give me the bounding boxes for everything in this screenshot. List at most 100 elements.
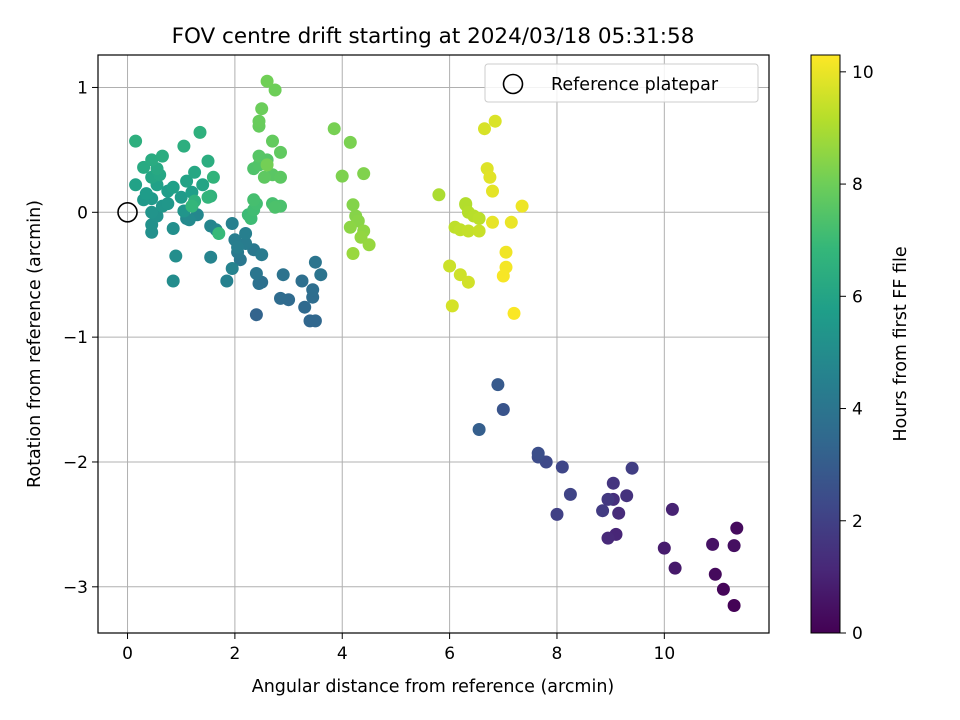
legend-entry-label: Reference platepar — [551, 75, 719, 95]
data-point — [620, 489, 634, 503]
data-point — [461, 224, 475, 238]
data-point — [174, 190, 188, 204]
x-tick-label: 2 — [229, 644, 240, 664]
data-point — [461, 275, 475, 289]
data-point — [308, 314, 322, 328]
data-point — [247, 193, 261, 207]
colorbar-tick-label: 10 — [852, 63, 874, 83]
data-point — [601, 492, 615, 506]
data-point — [596, 504, 610, 518]
data-point — [472, 423, 486, 436]
data-point — [665, 502, 679, 516]
x-tick-label: 10 — [654, 644, 676, 664]
data-point — [252, 277, 266, 290]
data-point — [252, 149, 266, 163]
data-point — [295, 274, 309, 288]
data-point — [129, 134, 143, 148]
x-tick-label: 8 — [552, 644, 563, 664]
data-point — [260, 74, 274, 88]
data-point — [274, 145, 287, 159]
data-point — [550, 507, 564, 521]
legend-box — [484, 63, 759, 103]
data-point — [504, 215, 518, 229]
data-point — [496, 403, 510, 416]
data-point — [255, 102, 269, 116]
data-point — [507, 306, 521, 320]
data-point — [145, 205, 159, 219]
data-point — [155, 149, 169, 163]
data-point — [177, 139, 191, 153]
colorbar-tick-label: 0 — [852, 624, 863, 644]
grid-lines — [98, 55, 769, 633]
data-point — [308, 255, 322, 269]
data-point — [249, 267, 263, 280]
data-point — [488, 114, 502, 128]
data-point — [249, 308, 263, 322]
data-point — [306, 283, 320, 297]
data-point — [166, 274, 180, 288]
legend: Reference platepar — [484, 63, 759, 103]
data-point — [346, 198, 360, 212]
data-point — [432, 188, 446, 202]
data-point — [472, 224, 486, 238]
colorbar-tick-label: 6 — [852, 287, 863, 307]
colorbar-gradient — [810, 54, 841, 634]
data-point — [169, 249, 183, 263]
data-point — [555, 460, 569, 474]
colorbar-label: Hours from first FF file — [891, 246, 911, 441]
chart-title: FOV centre drift starting at 2024/03/18 … — [172, 24, 695, 49]
data-point — [343, 135, 357, 149]
plot-frame — [97, 54, 770, 634]
data-point — [212, 227, 226, 240]
data-point — [362, 238, 376, 252]
data-point — [196, 178, 210, 192]
data-point — [478, 122, 491, 136]
y-tick-label: −1 — [63, 328, 88, 348]
y-tick-label: 0 — [77, 203, 88, 223]
data-point — [276, 268, 290, 282]
data-point — [708, 567, 722, 581]
data-point — [657, 541, 671, 555]
data-point — [499, 245, 513, 259]
data-point — [255, 248, 269, 262]
data-point — [252, 114, 266, 128]
x-tick-label: 6 — [444, 644, 455, 664]
colorbar-tick-label: 2 — [852, 512, 863, 532]
data-point — [201, 190, 215, 204]
data-point — [220, 274, 234, 288]
data-point — [343, 220, 357, 234]
data-point — [139, 187, 153, 201]
data-point — [612, 506, 626, 520]
y-tick-label: 1 — [77, 78, 88, 98]
data-point — [260, 158, 274, 172]
data-point — [515, 199, 529, 213]
data-point — [445, 299, 459, 313]
colorbar-tick-label: 4 — [852, 400, 863, 420]
data-point — [231, 240, 245, 254]
data-point — [185, 199, 199, 213]
data-point — [727, 599, 741, 612]
data-point — [706, 537, 720, 551]
data-point — [357, 167, 371, 181]
data-point — [496, 269, 510, 283]
data-point — [274, 170, 287, 184]
y-axis-label: Rotation from reference (arcmin) — [25, 200, 45, 488]
data-point — [606, 476, 620, 490]
data-point — [268, 200, 282, 214]
data-point — [180, 174, 194, 188]
data-point — [486, 215, 499, 229]
x-axis-ticks: 0 2 4 6 8 10 — [122, 633, 675, 664]
data-point — [166, 180, 180, 194]
data-point — [166, 222, 180, 235]
data-point — [563, 487, 577, 501]
data-point — [472, 212, 486, 225]
data-point — [346, 247, 360, 260]
data-point — [225, 217, 239, 230]
data-point — [145, 153, 159, 167]
data-point — [727, 539, 741, 553]
colorbar-tick-label: 8 — [852, 175, 863, 195]
data-point — [601, 531, 615, 545]
data-point — [716, 582, 730, 596]
data-point — [625, 461, 639, 475]
